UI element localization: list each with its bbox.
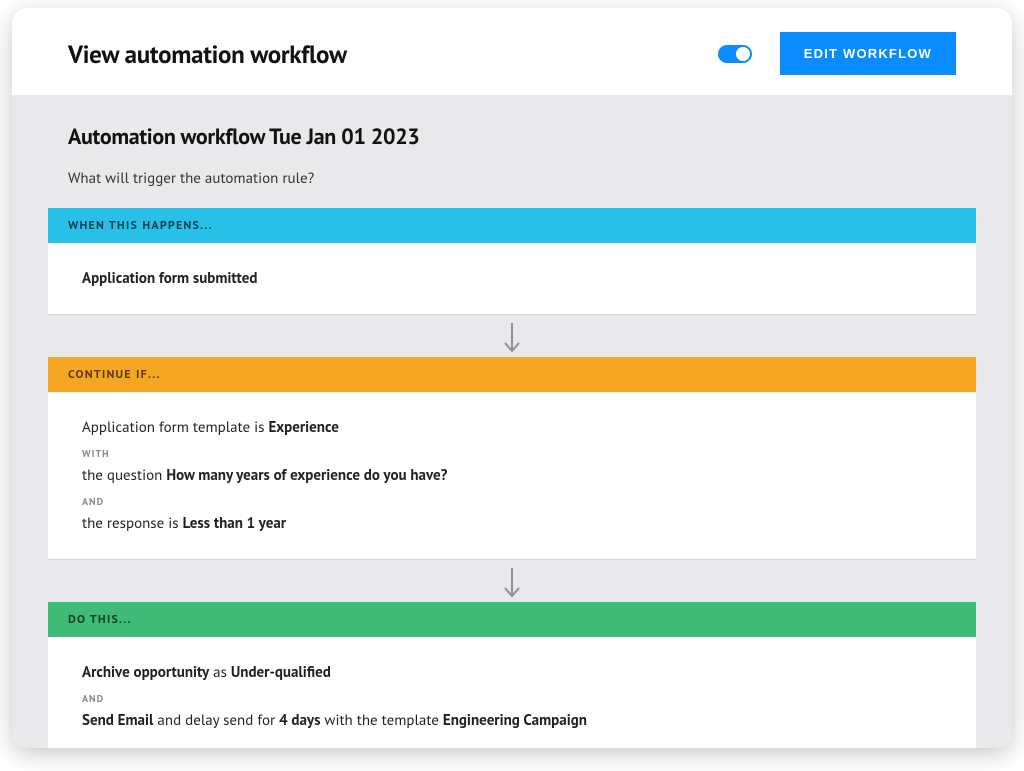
do-this-section: DO THIS... Archive opportunity as Under-… xyxy=(48,602,976,748)
continue-if-section-body: Application form template is Experience … xyxy=(48,392,976,560)
keyword-and-do: AND xyxy=(82,692,946,705)
do-this-section-header: DO THIS... xyxy=(48,602,976,637)
do-action2-tmpl-label: with the template xyxy=(320,711,442,730)
toggle-knob xyxy=(736,47,750,61)
arrow-down-icon xyxy=(48,566,976,602)
if-template-line: Application form template is Experience xyxy=(82,418,946,437)
workflow-enabled-toggle[interactable] xyxy=(718,45,752,63)
do-this-section-body: Archive opportunity as Under-qualified A… xyxy=(48,637,976,748)
if-response-value: Less than 1 year xyxy=(183,514,286,533)
do-action2-days: 4 days xyxy=(279,711,320,730)
do-action1-name: Archive opportunity xyxy=(82,663,209,682)
workflow-subtitle: What will trigger the automation rule? xyxy=(68,169,976,188)
do-action2-name: Send Email xyxy=(82,711,153,730)
if-template-prefix: Application form template is xyxy=(82,418,268,437)
workflow-title: Automation workflow Tue Jan 01 2023 xyxy=(68,123,976,151)
continue-if-section-header: CONTINUE IF... xyxy=(48,357,976,392)
card-body: Automation workflow Tue Jan 01 2023 What… xyxy=(12,95,1012,748)
card-header: View automation workflow EDIT WORKFLOW xyxy=(12,8,1012,95)
keyword-with: WITH xyxy=(82,447,946,460)
arrow-down-icon xyxy=(48,321,976,357)
if-question-value: How many years of experience do you have… xyxy=(166,466,447,485)
workflow-card: View automation workflow EDIT WORKFLOW A… xyxy=(12,8,1012,748)
continue-if-section: CONTINUE IF... Application form template… xyxy=(48,357,976,560)
edit-workflow-button[interactable]: EDIT WORKFLOW xyxy=(780,32,956,75)
do-action1-as: as xyxy=(209,663,231,682)
if-template-value: Experience xyxy=(268,418,338,437)
do-action1-line: Archive opportunity as Under-qualified xyxy=(82,663,946,682)
do-action2-mid: and delay send for xyxy=(153,711,279,730)
do-action2-tmpl: Engineering Campaign xyxy=(443,711,587,730)
if-response-prefix: the response is xyxy=(82,514,183,533)
keyword-and-if: AND xyxy=(82,495,946,508)
if-question-prefix: the question xyxy=(82,466,166,485)
if-question-line: the question How many years of experienc… xyxy=(82,466,946,485)
when-section-header: WHEN THIS HAPPENS... xyxy=(48,208,976,243)
page-title: View automation workflow xyxy=(68,38,718,70)
when-section: WHEN THIS HAPPENS... Application form su… xyxy=(48,208,976,315)
if-response-line: the response is Less than 1 year xyxy=(82,514,946,533)
do-action1-value: Under-qualified xyxy=(231,663,331,682)
when-section-body: Application form submitted xyxy=(48,243,976,315)
do-action2-line: Send Email and delay send for 4 days wit… xyxy=(82,711,946,730)
when-trigger-text: Application form submitted xyxy=(82,269,257,288)
